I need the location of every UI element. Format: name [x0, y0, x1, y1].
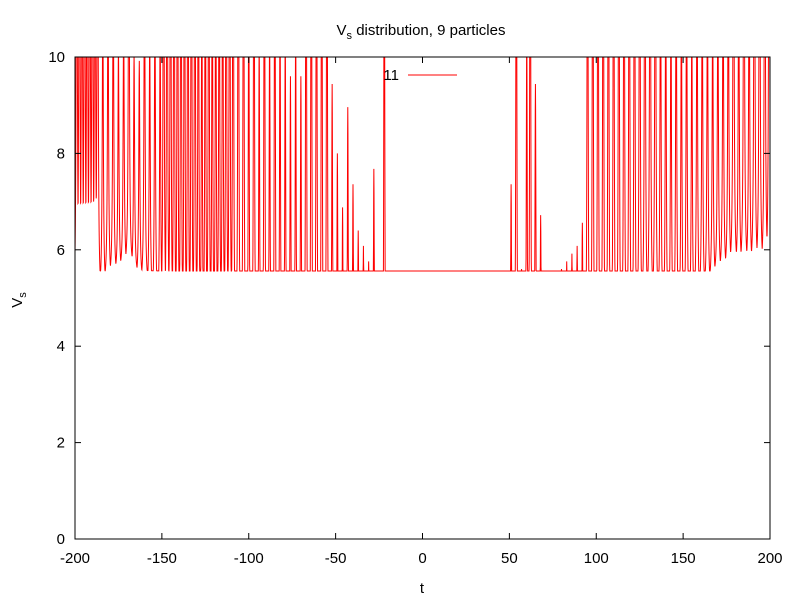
chart-title-subscript: s	[347, 30, 353, 42]
y-axis-ticks: 0 2 4 6 8 10	[48, 49, 770, 548]
x-tick-label: 150	[671, 550, 696, 567]
y-tick-label: 8	[57, 145, 65, 162]
y-tick-label: 2	[57, 435, 65, 452]
series-line	[75, 57, 770, 272]
y-tick-label: 10	[48, 49, 65, 66]
plot-clip-group	[75, 57, 770, 272]
x-tick-label: -150	[147, 550, 177, 567]
x-tick-label: 200	[757, 550, 782, 567]
y-axis-title-subscript: s	[17, 292, 29, 298]
y-axis-title-main: V	[9, 298, 26, 308]
x-tick-label: 0	[418, 550, 426, 567]
y-tick-label: 6	[57, 242, 65, 259]
y-axis-title: Vs	[9, 292, 29, 308]
x-tick-label: -100	[234, 550, 264, 567]
chart-title: Vs distribution, 9 particles	[337, 22, 506, 42]
x-tick-label: 50	[501, 550, 518, 567]
x-tick-label: -200	[60, 550, 90, 567]
legend: 11	[383, 67, 457, 84]
x-axis-title: t	[420, 580, 425, 597]
x-axis-ticks: -200 -150 -100 -50 0 50 100 150 200	[60, 57, 783, 567]
chart-title-main: V	[337, 22, 347, 39]
y-tick-label: 4	[57, 338, 65, 355]
y-tick-label: 0	[57, 531, 65, 548]
x-tick-label: 100	[584, 550, 609, 567]
legend-label: 11	[383, 67, 399, 84]
x-tick-label: -50	[325, 550, 347, 567]
chart-title-suffix: distribution, 9 particles	[352, 22, 505, 39]
